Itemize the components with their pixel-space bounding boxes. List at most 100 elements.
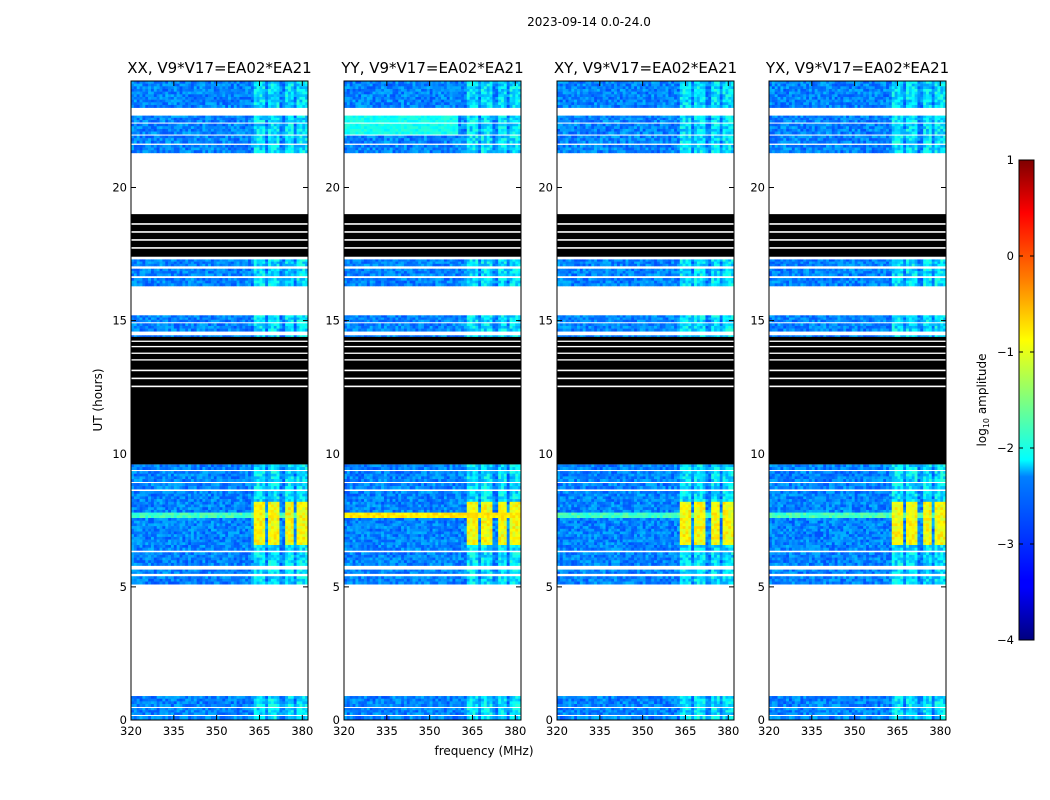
heatmap-cell: [296, 509, 300, 513]
heatmap-cell: [153, 328, 157, 332]
heatmap-cell: [265, 335, 269, 337]
heatmap-cell: [139, 138, 143, 142]
heatmap-cell: [230, 115, 235, 119]
heatmap-cell: [265, 259, 269, 262]
heatmap-cell: [230, 120, 235, 123]
heatmap-cell: [282, 128, 286, 132]
heatmap-cell: [205, 708, 209, 711]
heatmap-cell: [213, 328, 217, 332]
heatmap-cell: [222, 507, 226, 511]
heatmap-cell: [302, 501, 306, 505]
heatmap-cell: [245, 261, 249, 265]
heatmap-cell: [159, 471, 163, 475]
heatmap-cell: [168, 708, 172, 711]
heatmap-cell: [156, 708, 160, 711]
heatmap-cell: [288, 138, 292, 142]
heatmap-cell: [276, 259, 280, 262]
heatmap-cell: [285, 263, 289, 267]
heatmap-cell: [159, 698, 163, 702]
heatmap-cell: [159, 557, 163, 561]
heatmap-cell: [131, 562, 135, 566]
heatmap-cell: [210, 698, 215, 702]
heatmap-cell: [205, 712, 209, 715]
heatmap-cell: [253, 319, 257, 323]
heatmap-cell: [136, 554, 140, 558]
heatmap-cell: [213, 560, 217, 564]
heatmap-cell: [210, 476, 215, 480]
heatmap-cell: [216, 710, 220, 713]
heatmap-cell: [219, 325, 223, 329]
heatmap-cell: [222, 547, 226, 551]
heatmap-cell: [156, 501, 160, 505]
heatmap-cell: [285, 147, 289, 151]
heatmap-cell: [236, 278, 240, 281]
heatmap-cell: [282, 523, 286, 527]
heatmap-cell: [159, 701, 163, 705]
heatmap-cell: [216, 526, 220, 530]
heatmap-cell: [190, 531, 195, 535]
heatmap-cell: [148, 520, 152, 524]
heatmap-cell: [305, 526, 309, 530]
heatmap-cell: [148, 531, 152, 535]
heatmap-cell: [196, 536, 200, 540]
heatmap-cell: [262, 528, 266, 532]
heatmap-cell: [248, 534, 252, 538]
heatmap-cell: [282, 526, 286, 530]
heatmap-cell: [276, 315, 280, 318]
heatmap-cell: [305, 323, 309, 327]
heatmap-cell: [173, 716, 177, 721]
heatmap-cell: [190, 493, 195, 497]
heatmap-cell: [302, 509, 306, 513]
heatmap-cell: [208, 135, 212, 139]
heatmap-cell: [256, 716, 260, 721]
heatmap-cell: [236, 259, 240, 262]
heatmap-cell: [290, 491, 295, 495]
heatmap-cell: [202, 512, 206, 516]
heatmap-cell: [236, 126, 240, 130]
heatmap-cell: [270, 476, 275, 480]
heatmap-cell: [273, 557, 277, 561]
heatmap-cell: [139, 144, 143, 148]
heatmap-cell: [173, 562, 177, 566]
heatmap-cell: [205, 128, 209, 132]
heatmap-cell: [173, 126, 177, 130]
heatmap-cell: [142, 138, 146, 142]
heatmap-cell: [245, 479, 249, 482]
heatmap-cell: [133, 504, 137, 508]
heatmap-cell: [148, 547, 152, 551]
heatmap-cell: [242, 140, 246, 144]
heatmap-cell: [162, 560, 166, 564]
heatmap-cell: [176, 552, 180, 556]
heatmap-cell: [265, 319, 269, 323]
heatmap-cell: [296, 86, 300, 90]
heatmap-cell: [250, 126, 255, 130]
heatmap-cell: [185, 335, 189, 337]
heatmap-cell: [245, 536, 249, 540]
heatmap-cell: [188, 523, 192, 527]
heatmap-cell: [276, 81, 280, 84]
heatmap-cell: [159, 88, 163, 92]
heatmap-cell: [210, 268, 215, 272]
heatmap-cell: [182, 528, 186, 532]
heatmap-cell: [265, 323, 269, 327]
heatmap-cell: [133, 512, 137, 516]
heatmap-cell: [168, 261, 172, 265]
heatmap-cell: [159, 120, 163, 123]
heatmap-cell: [188, 569, 192, 572]
heatmap-cell: [245, 531, 249, 535]
heatmap-cell: [145, 547, 149, 551]
heatmap-cell: [185, 464, 189, 468]
heatmap-cell: [302, 140, 306, 144]
heatmap-cell: [133, 496, 137, 500]
heatmap-cell: [299, 115, 303, 119]
heatmap-cell: [179, 708, 183, 711]
heatmap-cell: [288, 542, 292, 546]
heatmap-cell: [219, 701, 223, 705]
heatmap-cell: [153, 135, 157, 139]
heatmap-cell: [276, 518, 280, 522]
heatmap-cell: [185, 486, 189, 490]
heatmap-cell: [293, 317, 297, 321]
heatmap-cell: [210, 335, 215, 337]
heatmap-cell: [265, 507, 269, 511]
heatmap-cell: [162, 576, 166, 580]
